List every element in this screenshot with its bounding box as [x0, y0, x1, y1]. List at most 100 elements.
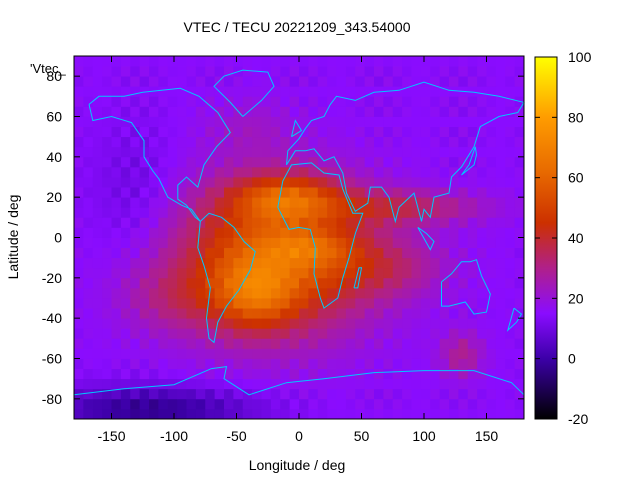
heatmap-cell — [261, 287, 272, 299]
heatmap-cell — [270, 368, 281, 380]
heatmap-cell — [505, 126, 516, 138]
heatmap-cell — [420, 66, 431, 77]
heatmap-cell — [374, 227, 384, 238]
heatmap-cell — [205, 378, 216, 390]
heatmap-cell — [299, 368, 309, 380]
heatmap-cell — [458, 338, 469, 349]
heatmap-cell — [177, 56, 187, 67]
heatmap-cell — [280, 76, 291, 87]
heatmap-cell — [102, 166, 112, 178]
heatmap-cell — [439, 197, 450, 208]
heatmap-cell — [374, 146, 384, 158]
heatmap-cell — [486, 408, 497, 420]
heatmap-cell — [111, 66, 122, 77]
heatmap-cell — [186, 56, 197, 67]
heatmap-cell — [92, 116, 103, 127]
heatmap-cell — [252, 106, 262, 117]
heatmap-cell — [214, 197, 225, 208]
heatmap-cell — [495, 298, 506, 309]
heatmap-cell — [467, 96, 478, 107]
heatmap-cell — [458, 146, 469, 158]
heatmap-cell — [327, 76, 337, 87]
heatmap-cell — [439, 328, 450, 339]
heatmap-cell — [317, 197, 328, 208]
heatmap-cell — [111, 237, 122, 248]
heatmap-cell — [514, 146, 525, 158]
heatmap-cell — [83, 368, 94, 380]
heatmap-cell — [308, 177, 319, 188]
heatmap-cell — [299, 166, 309, 178]
heatmap-cell — [486, 348, 497, 359]
heatmap-cell — [336, 146, 347, 158]
heatmap-cell — [195, 257, 206, 269]
heatmap-cell — [308, 227, 319, 238]
heatmap-cell — [308, 136, 319, 148]
heatmap-cell — [495, 308, 506, 319]
heatmap-cell — [120, 318, 131, 329]
heatmap-cell — [430, 287, 441, 299]
heatmap-cell — [449, 86, 459, 97]
heatmap-cell — [149, 187, 159, 198]
heatmap-cell — [289, 136, 300, 148]
heatmap-cell — [336, 257, 347, 269]
heatmap-cell — [374, 136, 384, 148]
heatmap-cell — [158, 257, 169, 269]
heatmap-cell — [345, 257, 356, 269]
heatmap-cell — [505, 398, 516, 410]
heatmap-cell — [74, 177, 84, 188]
heatmap-cell — [120, 96, 131, 107]
heatmap-cell — [467, 277, 478, 289]
heatmap-cell — [83, 136, 94, 148]
heatmap-cell — [280, 187, 291, 198]
heatmap-cell — [158, 328, 169, 339]
heatmap-cell — [364, 76, 375, 87]
heatmap-cell — [158, 66, 169, 77]
heatmap-cell — [102, 388, 112, 400]
heatmap-cell — [167, 298, 178, 309]
heatmap-cell — [120, 277, 131, 289]
heatmap-cell — [495, 136, 506, 148]
heatmap-cell — [439, 408, 450, 420]
heatmap-cell — [514, 207, 525, 218]
heatmap-cell — [224, 217, 234, 228]
heatmap-cell — [439, 86, 450, 97]
heatmap-cell — [177, 257, 187, 269]
heatmap-cell — [392, 388, 403, 400]
heatmap-cell — [74, 116, 84, 127]
heatmap-cell — [149, 398, 159, 410]
heatmap-cell — [111, 76, 122, 87]
heatmap-cell — [186, 338, 197, 349]
heatmap-cell — [242, 207, 253, 218]
heatmap-cell — [280, 237, 291, 248]
heatmap-cell — [299, 177, 309, 188]
heatmap-cell — [167, 267, 178, 279]
heatmap-cell — [308, 308, 319, 319]
heatmap-cell — [158, 156, 169, 168]
heatmap-cell — [355, 146, 366, 158]
heatmap-cell — [505, 368, 516, 380]
heatmap-cell — [92, 96, 103, 107]
heatmap-cell — [486, 328, 497, 339]
heatmap-cell — [439, 398, 450, 410]
heatmap-cell — [439, 237, 450, 248]
heatmap-cell — [205, 146, 216, 158]
heatmap-cell — [495, 358, 506, 369]
heatmap-cell — [467, 66, 478, 77]
heatmap-cell — [392, 126, 403, 138]
heatmap-cell — [233, 217, 244, 228]
heatmap-cell — [111, 277, 122, 289]
heatmap-cell — [345, 318, 356, 329]
heatmap-cell — [177, 106, 187, 117]
heatmap-cell — [458, 237, 469, 248]
heatmap-cell — [430, 136, 441, 148]
heatmap-cell — [364, 86, 375, 97]
heatmap-cell — [83, 66, 94, 77]
heatmap-cell — [74, 348, 84, 359]
heatmap-cell — [374, 277, 384, 289]
heatmap-cell — [364, 318, 375, 329]
heatmap-cell — [289, 197, 300, 208]
heatmap-cell — [158, 267, 169, 279]
heatmap-cell — [392, 308, 403, 319]
heatmap-cell — [383, 106, 394, 117]
heatmap-cell — [92, 257, 103, 269]
